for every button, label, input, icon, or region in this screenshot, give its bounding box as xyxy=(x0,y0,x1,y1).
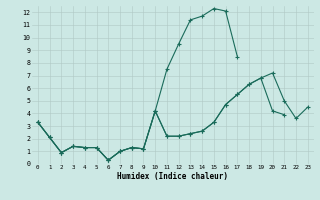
X-axis label: Humidex (Indice chaleur): Humidex (Indice chaleur) xyxy=(117,172,228,181)
